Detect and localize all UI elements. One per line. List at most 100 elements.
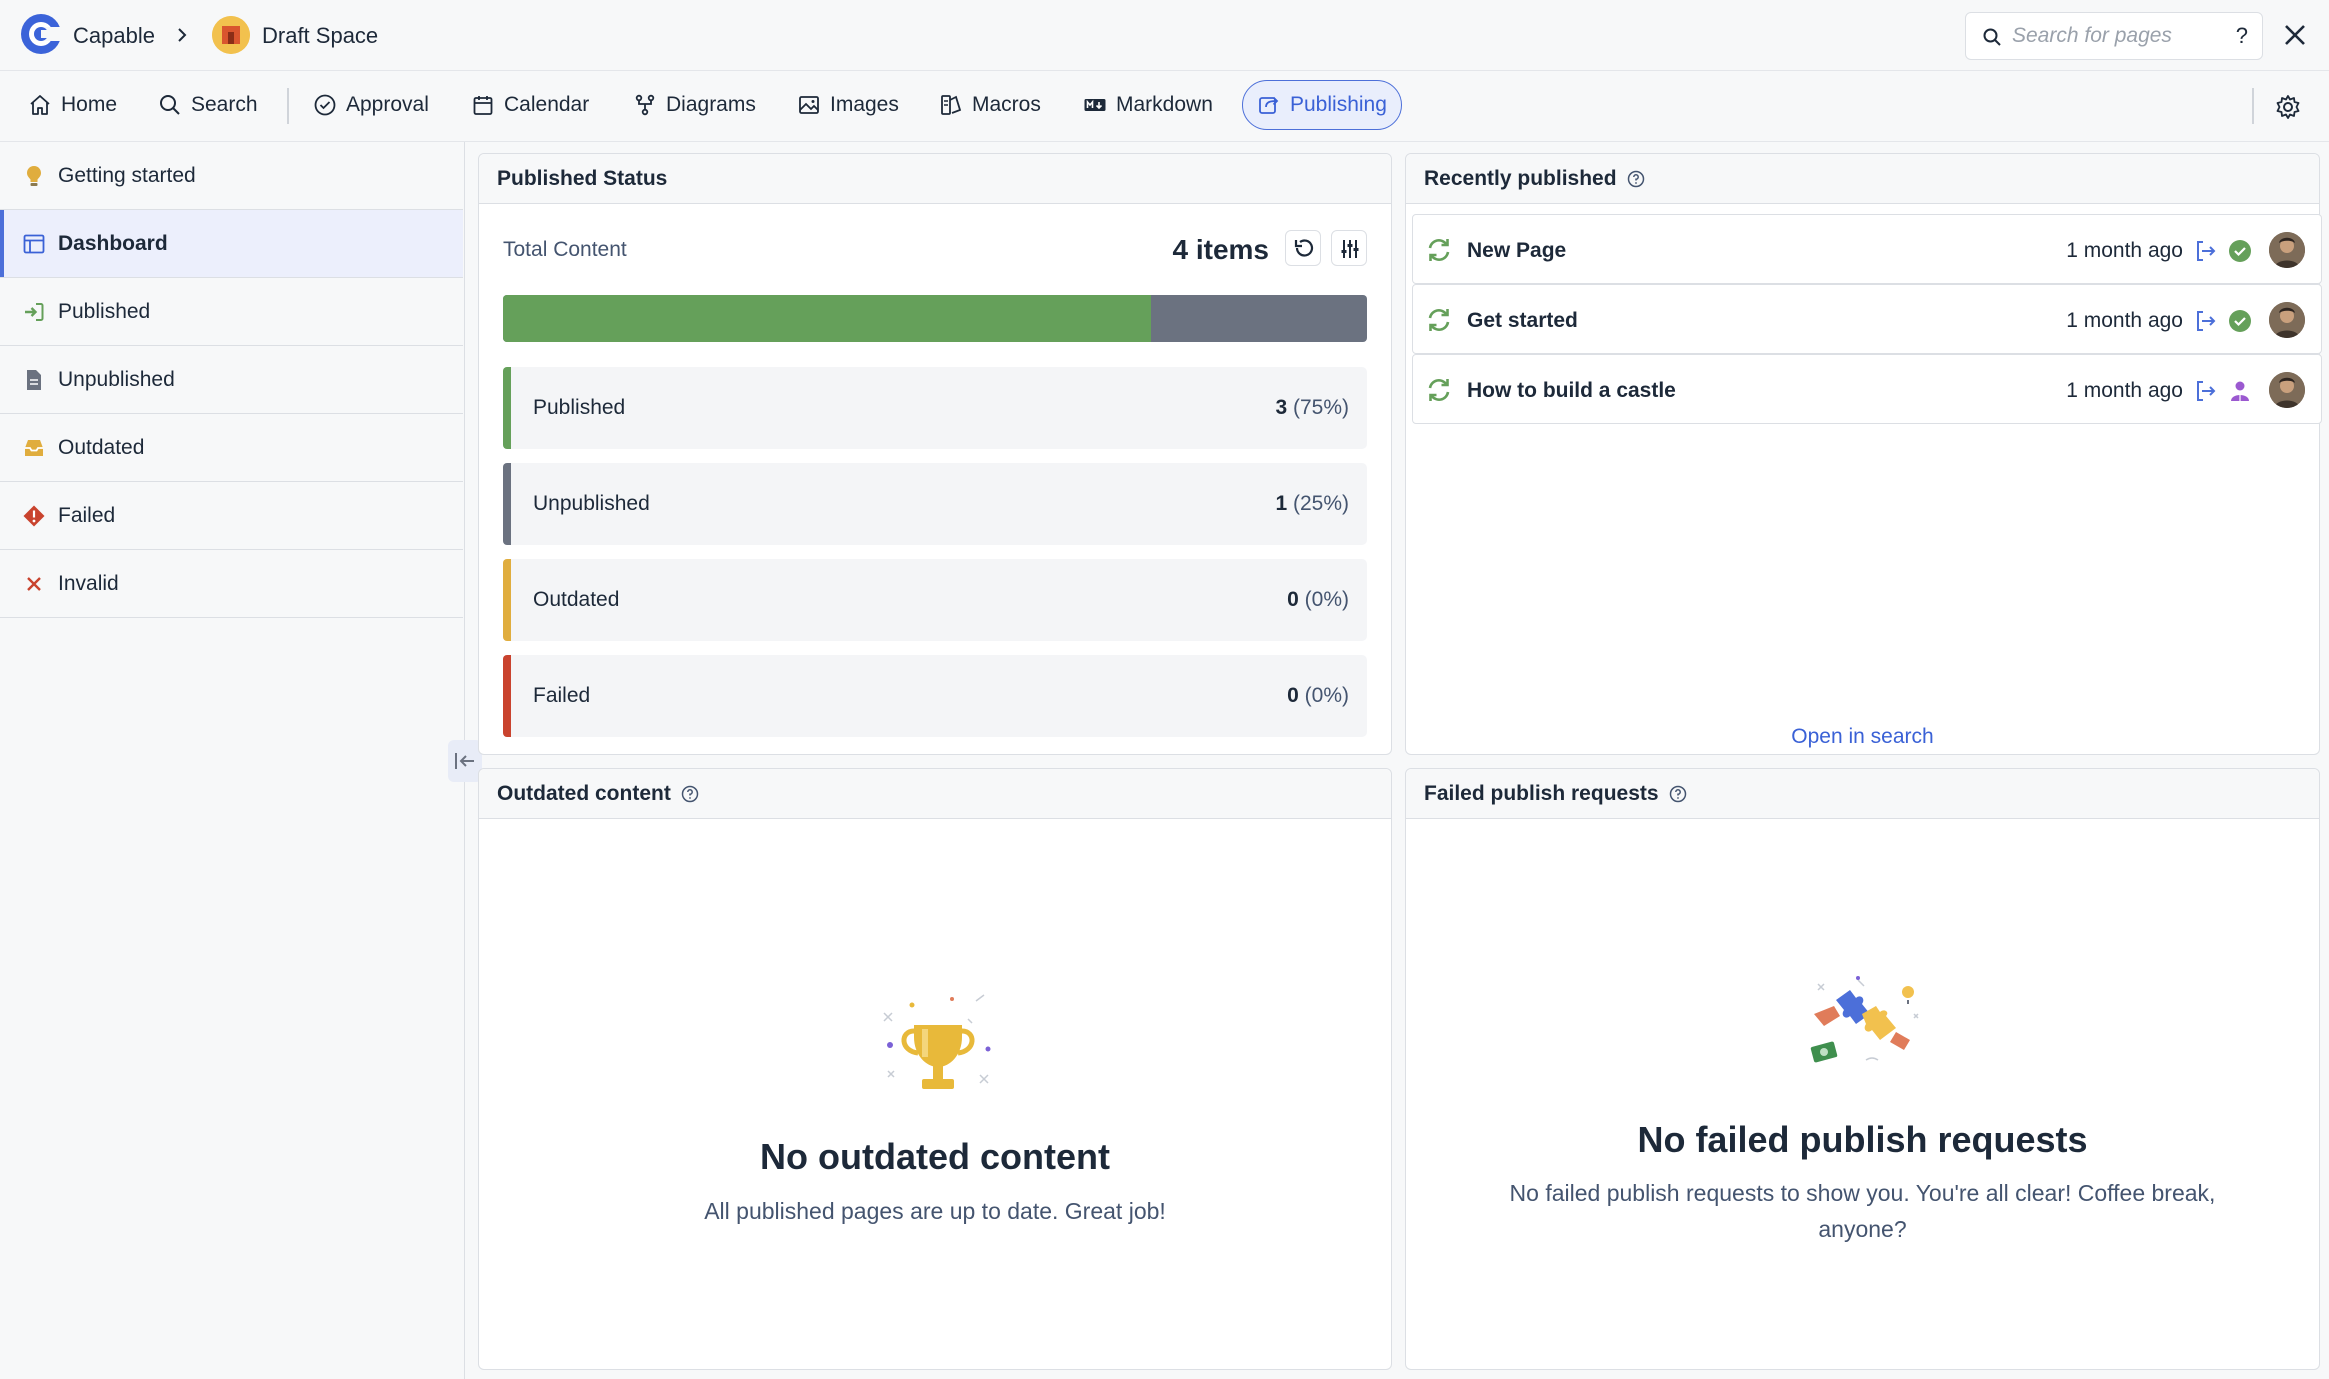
nav-images-label: Images xyxy=(830,93,899,116)
lightbulb-icon xyxy=(27,165,41,186)
filter-button[interactable] xyxy=(1331,230,1367,266)
empty-state-subtitle: All published pages are up to date. Grea… xyxy=(704,1198,1166,1224)
help-circle-icon[interactable] xyxy=(1669,785,1687,803)
status-row-outdated[interactable]: Outdated 0 (0%) xyxy=(503,559,1367,641)
check-circle-icon xyxy=(2229,240,2251,262)
recent-item-title[interactable]: Get started xyxy=(1467,309,1578,332)
trophy-icon xyxy=(883,994,991,1089)
sidebar-item-failed[interactable]: Failed xyxy=(0,482,463,550)
status-accent xyxy=(503,559,511,641)
nav-home[interactable]: Home xyxy=(14,80,131,130)
sign-out-icon[interactable] xyxy=(2193,378,2219,404)
status-row-unpublished[interactable]: Unpublished 1 (25%) xyxy=(503,463,1367,545)
app-name[interactable]: Capable xyxy=(73,23,155,48)
home-icon xyxy=(30,95,50,115)
help-circle-icon[interactable] xyxy=(681,785,699,803)
status-accent xyxy=(503,367,511,449)
file-icon xyxy=(27,369,41,390)
search-input[interactable] xyxy=(2012,21,2212,51)
sidebar-item-outdated[interactable]: Outdated xyxy=(0,414,463,482)
sidebar-item-unpublished[interactable]: Unpublished xyxy=(0,346,463,414)
close-icon[interactable] xyxy=(2282,22,2308,48)
refresh-button[interactable] xyxy=(1285,230,1321,266)
module-nav: Home Search Approval Calendar Diagrams I… xyxy=(0,71,2329,142)
avatar[interactable] xyxy=(2269,372,2305,408)
status-count: 1 xyxy=(1275,492,1288,515)
card-title: Published Status xyxy=(497,166,668,190)
card-header: Failed publish requests xyxy=(1406,769,2319,819)
nav-publishing[interactable]: Publishing xyxy=(1242,80,1402,130)
status-value: 1 (25%) xyxy=(1275,492,1349,516)
sidebar-item-published[interactable]: Published xyxy=(0,278,463,346)
markdown-icon xyxy=(1084,99,1106,111)
sidebar-item-label: Published xyxy=(58,299,151,323)
recent-item-title[interactable]: How to build a castle xyxy=(1467,379,1676,402)
status-count: 3 xyxy=(1275,396,1288,419)
status-count: 0 xyxy=(1287,588,1299,611)
page-search-box[interactable]: ? xyxy=(1965,12,2263,60)
space-name[interactable]: Draft Space xyxy=(262,23,379,48)
sidebar-item-label: Failed xyxy=(58,503,116,527)
nav-home-label: Home xyxy=(61,93,118,116)
total-content-count: 4 items xyxy=(1172,234,1270,265)
nav-markdown[interactable]: Markdown xyxy=(1069,80,1227,130)
nav-calendar-label: Calendar xyxy=(504,93,590,116)
sidebar-item-getting-started[interactable]: Getting started xyxy=(0,142,463,210)
refresh-icon xyxy=(1294,239,1314,257)
sidebar-item-invalid[interactable]: Invalid xyxy=(0,550,463,618)
space-avatar[interactable] xyxy=(212,16,250,54)
open-in-search-link[interactable]: Open in search xyxy=(1791,725,1934,748)
help-circle-icon[interactable] xyxy=(1627,170,1645,188)
avatar[interactable] xyxy=(2269,302,2305,338)
top-bar: Capable Draft Space ? xyxy=(0,0,2329,71)
nav-approval-label: Approval xyxy=(346,93,429,116)
warning-diamond-icon xyxy=(23,505,45,526)
nav-macros-label: Macros xyxy=(972,93,1041,116)
recent-item[interactable]: How to build a castle 1 month ago xyxy=(1412,354,2322,424)
share-icon xyxy=(1259,96,1279,114)
sidebar-item-label: Getting started xyxy=(58,163,196,187)
card-header: Published Status xyxy=(479,154,1391,204)
nav-macros[interactable]: Macros xyxy=(925,80,1055,130)
nav-approval[interactable]: Approval xyxy=(299,80,443,130)
total-content-label: Total Content xyxy=(503,238,627,261)
status-label: Failed xyxy=(533,684,591,707)
capable-logo-icon[interactable] xyxy=(20,13,62,55)
recent-item-time: 1 month ago xyxy=(2066,379,2183,402)
sidebar-item-dashboard[interactable]: Dashboard xyxy=(0,210,463,278)
recent-item[interactable]: Get started 1 month ago xyxy=(1412,284,2322,354)
search-icon xyxy=(1983,28,2001,46)
status-accent xyxy=(503,655,511,737)
image-icon xyxy=(799,96,819,114)
card-title: Recently published xyxy=(1424,166,1617,190)
collapse-sidebar-button[interactable] xyxy=(448,740,482,782)
nav-search[interactable]: Search xyxy=(144,80,272,130)
sidebar-item-label: Invalid xyxy=(58,571,119,595)
search-help-button[interactable]: ? xyxy=(2235,23,2248,48)
calendar-icon xyxy=(473,96,493,115)
status-label: Unpublished xyxy=(533,492,650,515)
sliders-icon xyxy=(1341,240,1359,258)
macros-icon xyxy=(941,95,962,115)
nav-images[interactable]: Images xyxy=(783,80,913,130)
nav-calendar[interactable]: Calendar xyxy=(457,80,603,130)
status-count: 0 xyxy=(1287,684,1299,707)
status-row-failed[interactable]: Failed 0 (0%) xyxy=(503,655,1367,737)
recent-item[interactable]: New Page 1 month ago xyxy=(1412,214,2322,284)
published-status-card: Published Status Total Content 4 items P… xyxy=(478,153,1392,755)
nav-diagrams-label: Diagrams xyxy=(666,93,756,116)
status-pct: (75%) xyxy=(1292,396,1349,419)
sync-icon xyxy=(1428,379,1450,401)
status-accent xyxy=(503,463,511,545)
sign-out-icon[interactable] xyxy=(2193,308,2219,334)
sign-out-icon[interactable] xyxy=(2193,238,2219,264)
avatar[interactable] xyxy=(2269,232,2305,268)
nav-diagrams[interactable]: Diagrams xyxy=(619,80,770,130)
recent-item-title[interactable]: New Page xyxy=(1467,239,1567,262)
sidebar-item-label: Outdated xyxy=(58,435,145,459)
gear-icon[interactable] xyxy=(2274,93,2302,121)
failed-requests-card: Failed publish requests No failed publis… xyxy=(1405,768,2320,1370)
empty-state-title: No failed publish requests xyxy=(1637,1119,2088,1160)
user-icon xyxy=(2231,381,2249,401)
status-row-published[interactable]: Published 3 (75%) xyxy=(503,367,1367,449)
